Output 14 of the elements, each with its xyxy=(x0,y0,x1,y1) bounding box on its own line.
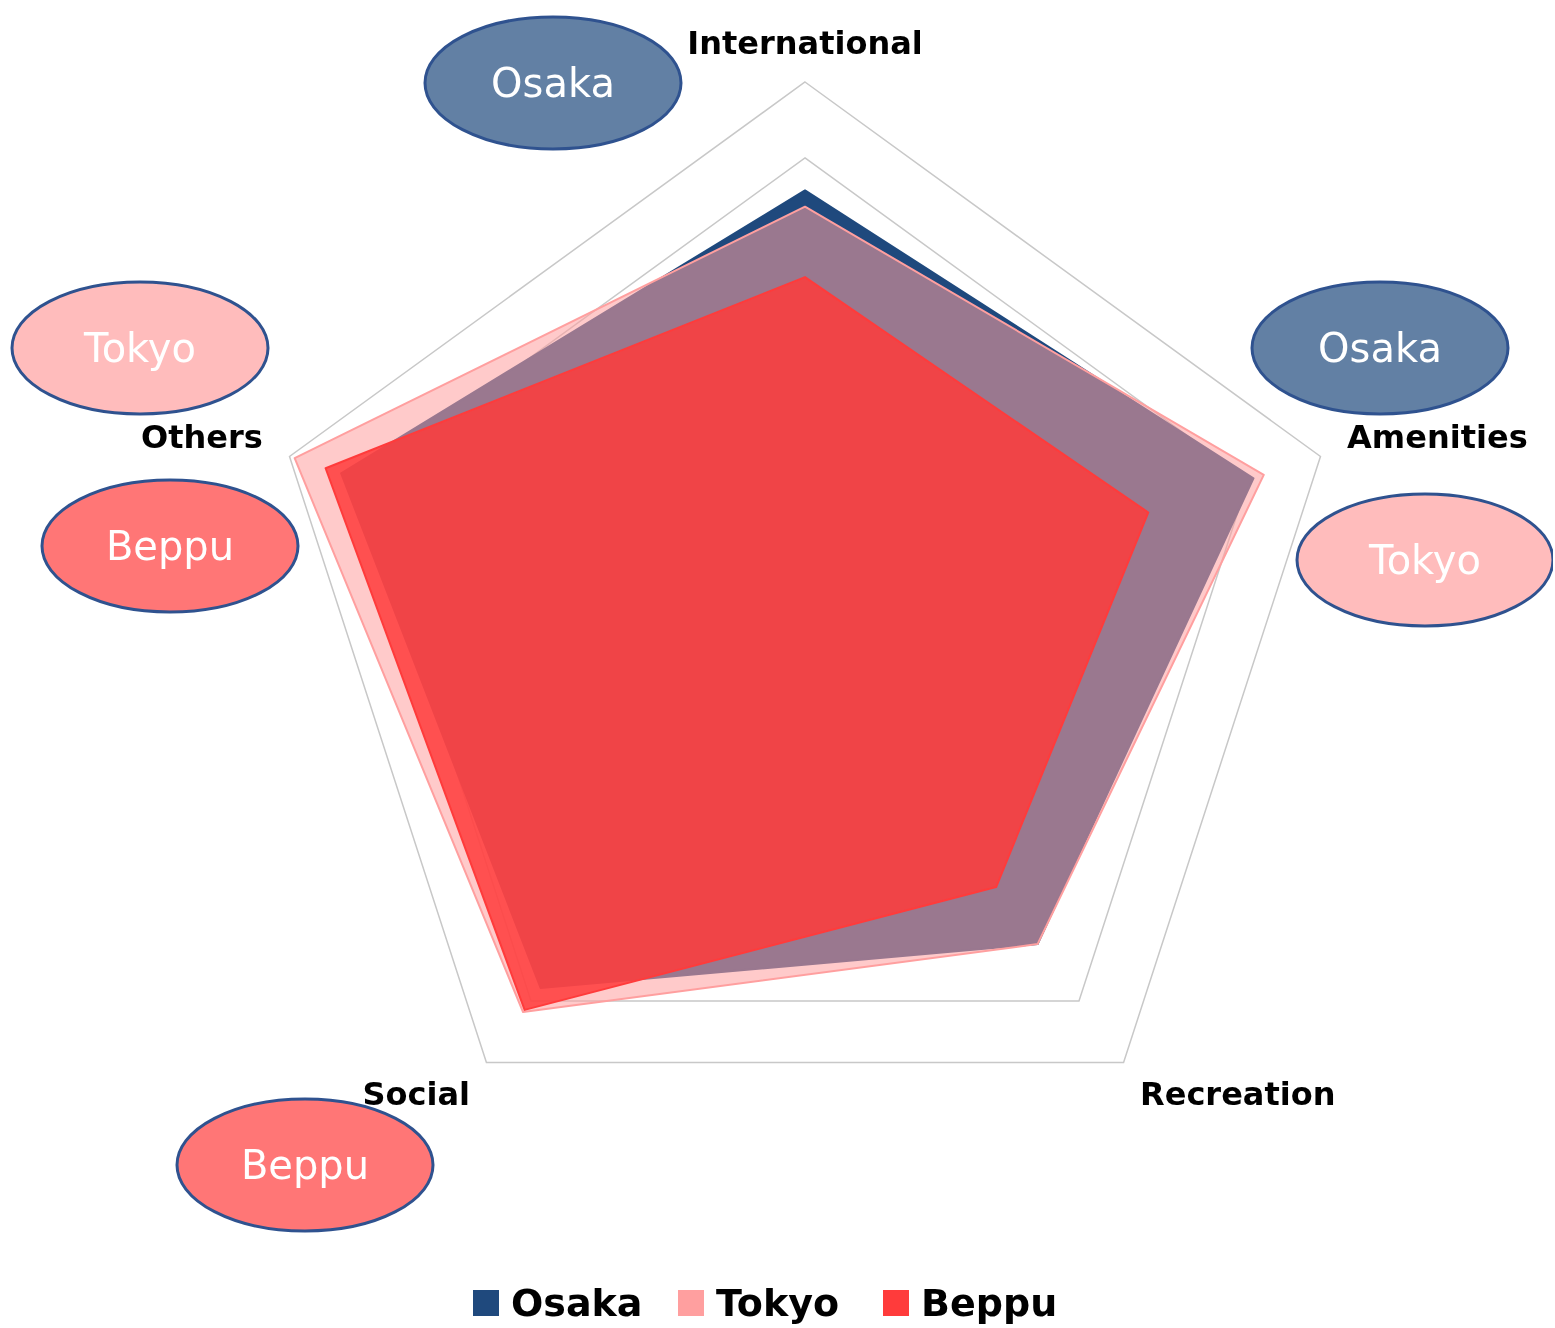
text: Osaka xyxy=(1318,325,1442,371)
legend-label: Beppu xyxy=(921,1281,1058,1325)
text: Beppu xyxy=(105,523,235,569)
text: Osaka xyxy=(491,60,615,106)
legend-label: Tokyo xyxy=(716,1281,840,1325)
spoke-label: International xyxy=(687,24,923,62)
legend-label: Osaka xyxy=(511,1281,643,1325)
text: Beppu xyxy=(240,1142,370,1188)
text: Tokyo xyxy=(1368,537,1481,583)
spoke-label: Recreation xyxy=(1140,1075,1336,1114)
spoke-label: Others xyxy=(141,417,263,456)
text: Tokyo xyxy=(83,325,196,371)
spoke-label: Social xyxy=(362,1075,470,1114)
spoke-label: Amenities xyxy=(1347,417,1528,456)
